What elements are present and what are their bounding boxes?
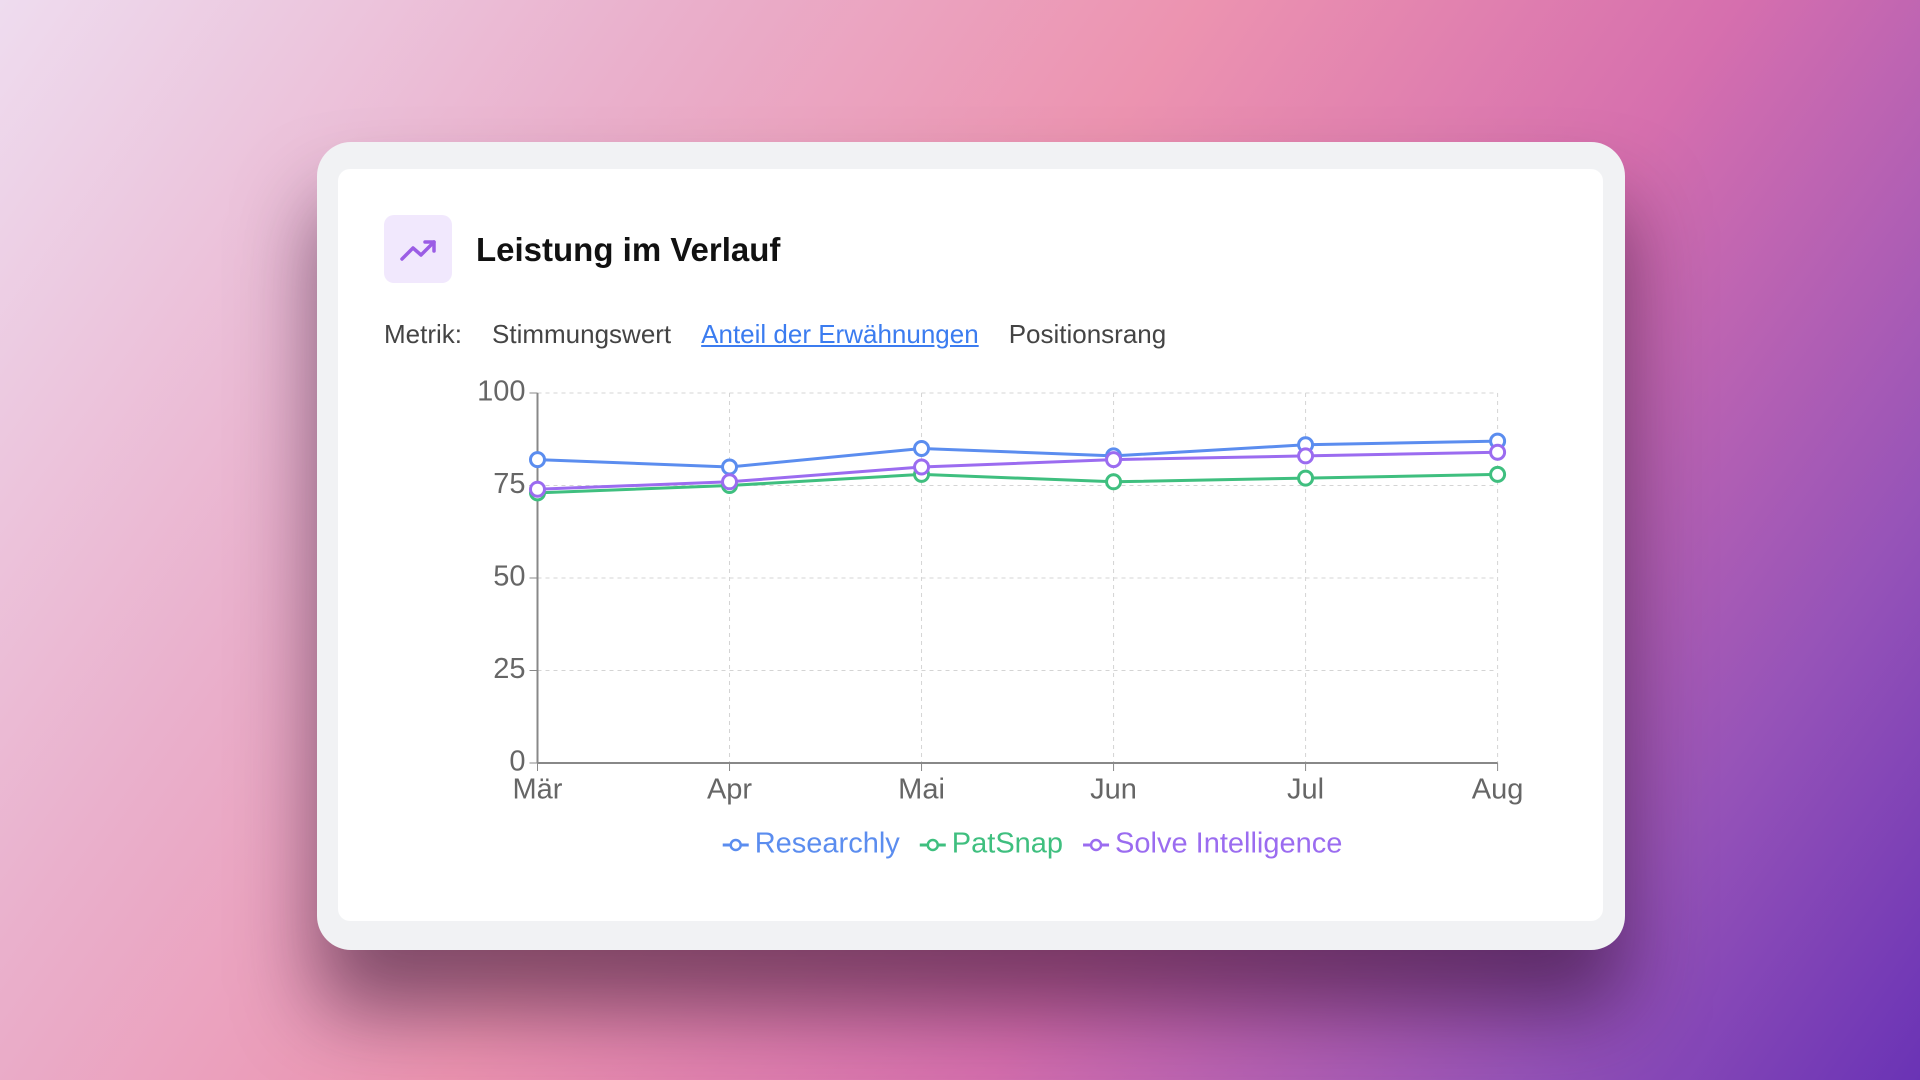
card-body: Leistung im Verlauf Metrik: Stimmungswer…	[338, 169, 1603, 921]
series-line	[537, 472, 1498, 495]
x-tick-label: Jun	[1090, 774, 1137, 806]
metric-label: Metrik:	[384, 319, 462, 349]
metric-option[interactable]: Stimmungswert	[492, 319, 672, 349]
data-point	[913, 440, 931, 457]
data-point	[529, 451, 546, 469]
data-point	[1105, 451, 1123, 469]
x-tick-label: Mai	[898, 774, 945, 806]
icon	[384, 215, 452, 283]
legend-item[interactable]: Solve Intelligence	[1083, 828, 1342, 860]
data-point	[721, 458, 739, 476]
metric-option[interactable]: Anteil der Erwähnungen	[701, 319, 979, 349]
y-tick-label: 100	[477, 376, 525, 408]
legend-label: Solve Intelligence	[1115, 828, 1342, 860]
data-point	[529, 480, 546, 498]
x-tick-label: Jul	[1287, 774, 1324, 806]
x-tick-label: Aug	[1472, 774, 1524, 806]
legend-label: PatSnap	[952, 828, 1063, 860]
series-line	[537, 439, 1498, 469]
metric-tabs: Metrik: Stimmungswert Anteil der Erwähnun…	[384, 319, 1166, 350]
y-tick-label: 50	[493, 561, 525, 593]
data-point	[1297, 447, 1315, 465]
x-tick-label: Mär	[513, 774, 563, 806]
data-point	[721, 473, 739, 491]
legend-item[interactable]: PatSnap	[919, 828, 1063, 860]
legend-label: Researchly	[755, 828, 901, 860]
legend-item[interactable]: Researchly	[722, 828, 901, 860]
metric-option[interactable]: Positionsrang	[1008, 319, 1167, 349]
legend-marker	[729, 838, 742, 852]
data-point	[913, 458, 931, 476]
data-point	[1489, 465, 1507, 483]
data-point	[1489, 443, 1507, 461]
y-tick-label: 25	[493, 653, 525, 685]
series-line	[537, 450, 1498, 491]
x-tick-label: Apr	[707, 774, 752, 806]
card: Leistung im Verlauf Metrik: Stimmungswer…	[317, 142, 1625, 950]
legend: Researchly PatSnap Solve Intelligence	[722, 828, 1342, 860]
legend-marker	[1089, 838, 1103, 852]
title: Leistung im Verlauf	[476, 231, 781, 268]
y-tick-label: 75	[493, 468, 525, 500]
data-point	[1105, 473, 1123, 491]
data-point	[1297, 469, 1315, 487]
y-tick-label: 0	[509, 746, 525, 778]
legend-marker	[926, 838, 940, 852]
trend-icon	[400, 240, 436, 261]
